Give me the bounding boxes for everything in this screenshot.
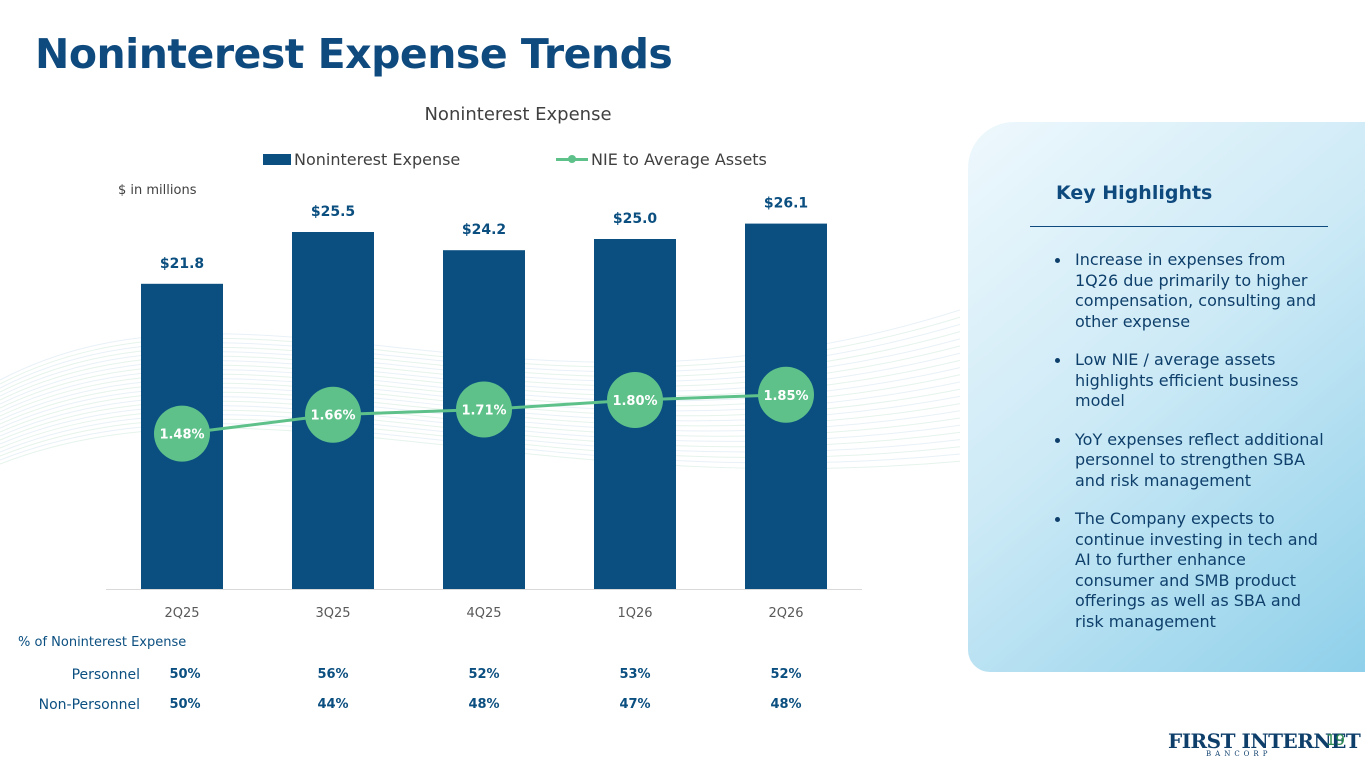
personnel-cell: 52% bbox=[770, 667, 802, 682]
key-highlights-heading: Key Highlights bbox=[1056, 182, 1213, 204]
highlight-item: YoY expenses reflect additional personne… bbox=[1030, 430, 1325, 492]
ratio-value-label: 1.66% bbox=[310, 409, 355, 424]
heading-divider bbox=[1030, 226, 1328, 227]
nie-ratio-marker bbox=[607, 372, 663, 428]
line-layer bbox=[154, 366, 814, 462]
nie-ratio-marker bbox=[456, 381, 512, 438]
bar-value-label: $25.0 bbox=[613, 211, 658, 227]
highlight-item: The Company expects to continue investin… bbox=[1030, 509, 1325, 632]
non-personnel-cell: 48% bbox=[770, 697, 802, 712]
ratio-value-label: 1.80% bbox=[612, 394, 657, 409]
ratio-value-label: 1.48% bbox=[159, 428, 204, 443]
highlights-list: Increase in expenses from 1Q26 due prima… bbox=[1030, 250, 1325, 650]
bar-value-label: $26.1 bbox=[764, 196, 808, 212]
legend-bar-item: Noninterest Expense bbox=[263, 150, 460, 169]
x-tick-label: 2Q26 bbox=[768, 606, 803, 621]
company-logo: FIRST INTERNET BANCORP bbox=[1168, 729, 1361, 759]
legend-line-item: NIE to Average Assets bbox=[556, 150, 767, 169]
personnel-cell: 52% bbox=[468, 667, 500, 682]
nie-ratio-marker bbox=[305, 386, 361, 443]
nie-ratio-marker bbox=[154, 405, 210, 462]
logo-wordmark: FIRST INTERNET bbox=[1168, 729, 1361, 753]
legend-line-marker bbox=[556, 155, 588, 163]
row-label-non-personnel: Non-Personnel bbox=[38, 697, 140, 713]
x-tick-label: 4Q25 bbox=[466, 606, 501, 621]
personnel-cell: 53% bbox=[619, 667, 651, 682]
highlight-item: Increase in expenses from 1Q26 due prima… bbox=[1030, 250, 1325, 332]
legend-bar-label: Noninterest Expense bbox=[294, 150, 461, 169]
labels-layer: $21.8 $25.5 $24.2 $25.0 $26.1 1.48% 1.66% 1.71%… bbox=[159, 196, 808, 621]
non-personnel-cell: 47% bbox=[619, 697, 651, 712]
x-tick-label: 2Q25 bbox=[164, 606, 199, 621]
ratio-value-label: 1.71% bbox=[461, 403, 506, 418]
chart-area: $21.8 $25.5 $24.2 $25.0 $26.1 1.48% 1.66% 1.71%… bbox=[0, 196, 960, 621]
chart-title: Noninterest Expense bbox=[424, 104, 612, 125]
units-note: $ in millions bbox=[118, 183, 197, 198]
bar-value-label: $25.5 bbox=[311, 204, 355, 220]
highlight-item: Low NIE / average assets highlights effi… bbox=[1030, 350, 1325, 412]
non-personnel-cell: 48% bbox=[468, 697, 500, 712]
personnel-cell: 50% bbox=[169, 667, 201, 682]
page-number: 19 bbox=[1326, 731, 1346, 749]
ratio-value-label: 1.85% bbox=[763, 389, 808, 404]
personnel-cell: 56% bbox=[317, 667, 349, 682]
x-tick-label: 3Q25 bbox=[315, 606, 350, 621]
x-tick-label: 1Q26 bbox=[617, 606, 652, 621]
row-label-personnel: Personnel bbox=[71, 667, 140, 683]
nie-ratio-marker bbox=[758, 366, 814, 423]
table-caption: % of Noninterest Expense bbox=[18, 635, 187, 650]
bar-value-label: $24.2 bbox=[462, 222, 506, 238]
non-personnel-cell: 44% bbox=[317, 697, 349, 712]
logo-subtext: BANCORP bbox=[1206, 750, 1272, 758]
key-highlights-panel: Key Highlights Increase in expenses from… bbox=[968, 122, 1365, 672]
bar-value-label: $21.8 bbox=[160, 256, 204, 272]
legend-bar-swatch bbox=[263, 154, 291, 165]
page-title: Noninterest Expense Trends bbox=[35, 30, 673, 78]
legend-line-label: NIE to Average Assets bbox=[591, 150, 767, 169]
non-personnel-cell: 50% bbox=[169, 697, 201, 712]
